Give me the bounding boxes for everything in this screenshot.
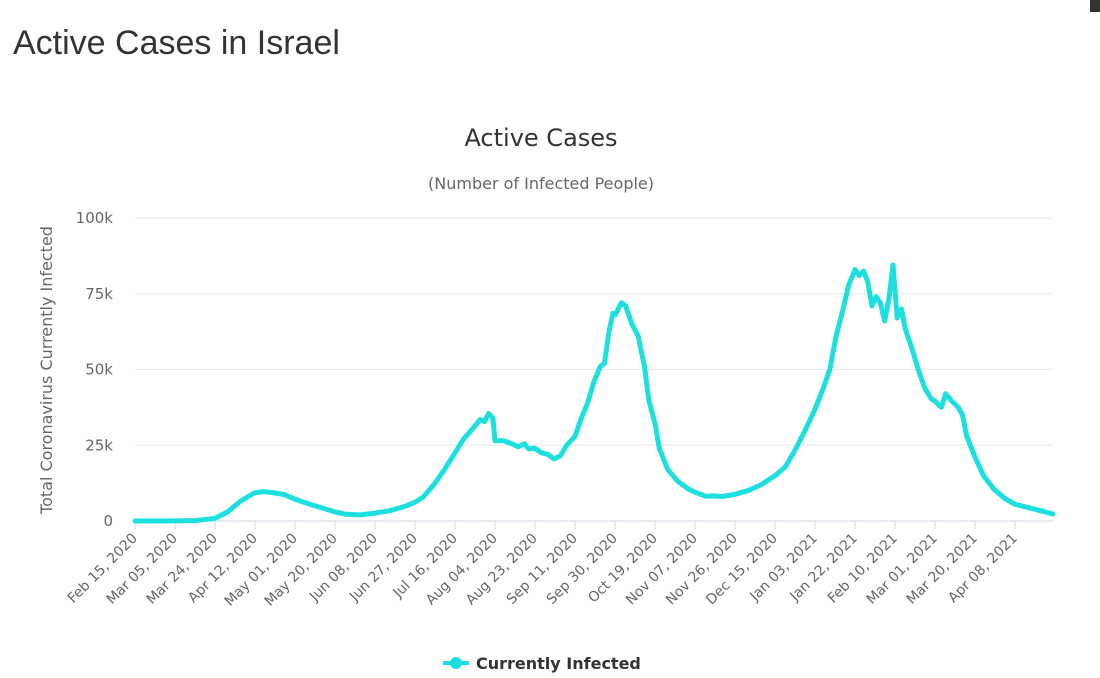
x-tick-label: Sep 11, 2020	[504, 531, 581, 608]
corner-marker	[1090, 0, 1100, 12]
x-tick-label: Feb 15, 2020	[65, 531, 141, 607]
y-tick-label: 25k	[85, 436, 113, 454]
legend[interactable]: Currently Infected	[443, 654, 641, 673]
x-tick-label: Sep 30, 2020	[544, 531, 621, 608]
x-tick-label: Nov 07, 2020	[623, 531, 701, 609]
y-tick-label: 50k	[85, 361, 113, 379]
x-tick-label: Aug 04, 2020	[423, 531, 501, 609]
x-tick-label: Mar 24, 2020	[144, 531, 221, 608]
x-tick-label: Nov 26, 2020	[663, 531, 741, 609]
chart-title: Active Cases	[464, 124, 617, 152]
x-tick-label: Feb 10, 2021	[825, 531, 901, 607]
x-tick-label: Mar 01, 2021	[864, 531, 941, 608]
x-tick-label: Dec 15, 2020	[703, 531, 781, 609]
series-line-currently-infected[interactable]	[132, 262, 1056, 524]
grid-lines	[135, 217, 1053, 446]
legend-marker-icon	[450, 657, 462, 669]
y-tick-label: 0	[103, 512, 113, 530]
y-axis-label: Total Coronavirus Currently Infected	[37, 226, 56, 515]
x-tick-label: Apr 12, 2020	[185, 531, 261, 607]
x-tick-label: Oct 19, 2020	[585, 531, 661, 607]
legend-item-currently-infected[interactable]: Currently Infected	[476, 654, 641, 673]
y-tick-label: 75k	[85, 285, 113, 303]
y-tick-label: 100k	[76, 209, 114, 227]
page-title: Active Cases in Israel	[13, 24, 340, 62]
x-tick-label: Apr 08, 2021	[945, 531, 1021, 607]
chart-subtitle: (Number of Infected People)	[428, 174, 654, 193]
series-layer	[132, 262, 1056, 524]
x-tick-label: Aug 23, 2020	[463, 531, 541, 609]
x-tick-label: Mar 20, 2021	[904, 531, 981, 608]
x-tick-label: Mar 05, 2020	[104, 531, 181, 608]
